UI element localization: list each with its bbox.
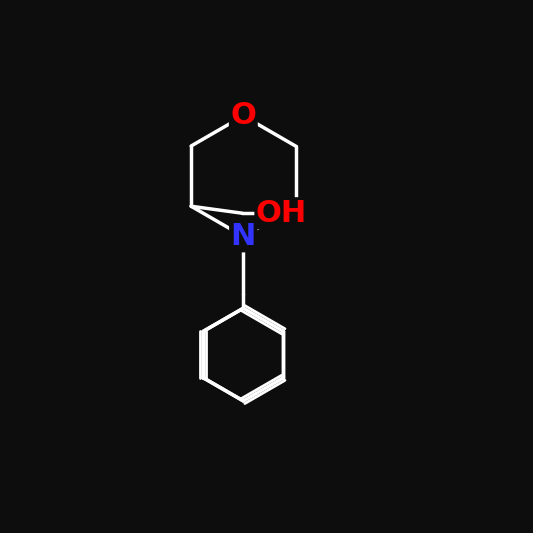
Text: OH: OH — [256, 199, 307, 228]
Text: N: N — [231, 222, 256, 251]
Text: O: O — [230, 101, 256, 131]
